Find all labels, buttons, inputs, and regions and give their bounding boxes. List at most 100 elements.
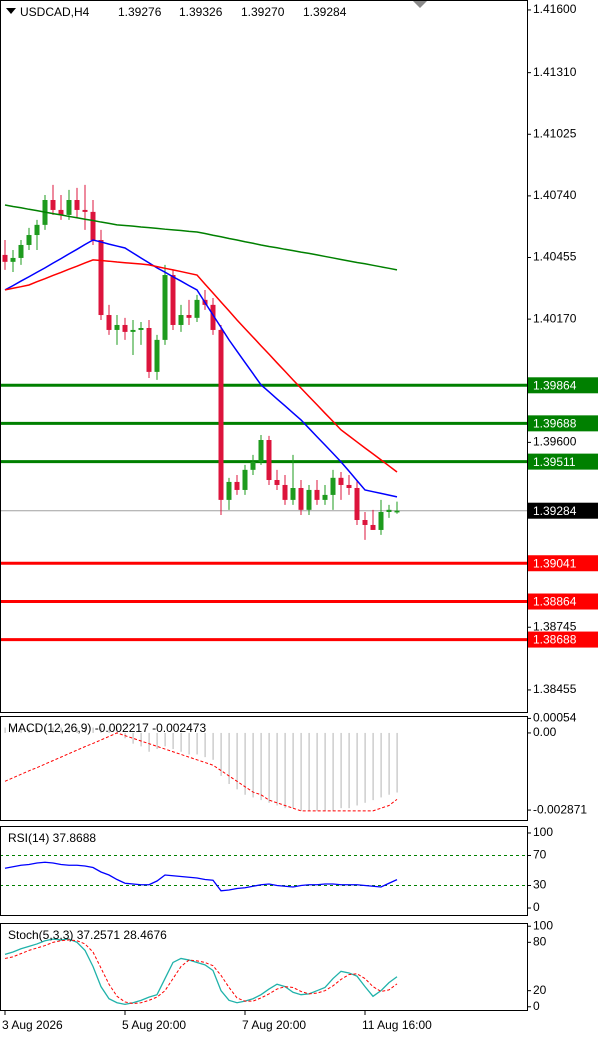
candle-body	[194, 299, 200, 318]
histogram-bar	[236, 732, 238, 790]
level-tag	[528, 593, 598, 610]
candle-body	[106, 315, 112, 330]
panel-title: USDCAD,H4	[20, 5, 90, 19]
y-tick-label: 80	[533, 935, 547, 949]
y-tick-label: 1.38745	[533, 619, 577, 633]
candle-body	[338, 477, 344, 485]
y-tick-label: 0	[533, 999, 540, 1013]
histogram-bar	[396, 732, 398, 793]
y-tick-label: 20	[533, 983, 547, 997]
candle-body	[122, 324, 128, 332]
histogram-bar	[52, 727, 54, 733]
indicator-line	[4, 861, 398, 892]
candle-body	[386, 509, 392, 512]
candle-body	[10, 257, 16, 262]
current-price-label: 1.39284	[533, 504, 577, 518]
moving-average	[4, 239, 398, 498]
panel-frame	[0, 826, 528, 916]
candle-body	[34, 224, 40, 236]
collapse-arrow[interactable]	[6, 8, 16, 14]
histogram-bar	[212, 732, 214, 760]
histogram-bar	[92, 727, 94, 733]
histogram-bar	[4, 727, 6, 733]
y-tick-label: 30	[533, 878, 547, 892]
histogram-bar	[20, 727, 22, 733]
level-tag	[528, 377, 598, 394]
current-price-tag	[528, 502, 598, 519]
histogram-bar	[68, 727, 70, 733]
ohlc-value: 1.39284	[303, 5, 347, 19]
candle-body	[58, 209, 64, 215]
histogram-bar	[28, 727, 30, 733]
histogram-bar	[196, 732, 198, 755]
x-tick-label: 3 Aug 2026	[2, 1018, 63, 1032]
x-tick-label: 7 Aug 20:00	[242, 1018, 306, 1032]
panel-frame	[0, 923, 528, 1011]
candle-body	[146, 328, 152, 372]
y-tick-label: 1.40170	[533, 311, 577, 325]
candle-body	[114, 324, 120, 330]
candle-body	[162, 275, 168, 340]
histogram-bar	[60, 727, 62, 733]
histogram-bar	[84, 727, 86, 733]
candle-body	[154, 339, 160, 372]
histogram-bar	[100, 727, 102, 733]
y-tick-label: 1.38455	[533, 682, 577, 696]
moving-average	[4, 259, 398, 473]
shift-marker	[412, 0, 428, 8]
candle-body	[18, 244, 24, 258]
histogram-bar	[180, 732, 182, 752]
histogram-bar	[364, 732, 366, 803]
candle-body	[170, 275, 176, 325]
histogram-bar	[276, 732, 278, 806]
candle-body	[74, 200, 80, 210]
candle-body	[354, 488, 360, 520]
indicator-line	[4, 939, 398, 1005]
histogram-bar	[116, 727, 118, 733]
histogram-bar	[300, 732, 302, 811]
candle-body	[66, 200, 72, 215]
candle-body	[282, 484, 288, 500]
y-tick-label: 0	[533, 900, 540, 914]
histogram-bar	[148, 732, 150, 752]
panel-frame	[0, 716, 528, 821]
candle-body	[218, 329, 224, 500]
candle-body	[138, 328, 144, 330]
histogram-bar	[140, 732, 142, 747]
candle-body	[26, 235, 32, 245]
histogram-bar	[204, 732, 206, 758]
histogram-bar	[356, 732, 358, 806]
candle-body	[210, 304, 216, 330]
y-tick-label: 1.41310	[533, 65, 577, 79]
histogram-bar	[372, 732, 374, 801]
level-label: 1.39864	[533, 378, 577, 392]
candle-body	[50, 200, 56, 210]
candle-body	[186, 315, 192, 318]
histogram-bar	[252, 732, 254, 798]
histogram-bar	[260, 732, 262, 801]
histogram-bar	[316, 732, 318, 811]
candle-body	[274, 480, 280, 485]
ohlc-value: 1.39270	[241, 5, 285, 19]
y-tick-label: 100	[533, 918, 553, 932]
histogram-bar	[172, 732, 174, 750]
x-tick-label: 11 Aug 16:00	[362, 1018, 432, 1032]
candle-body	[290, 488, 296, 500]
y-tick-label: 0.00	[533, 725, 557, 739]
panel-frame	[0, 0, 528, 713]
y-tick-label: 0.00054	[533, 711, 577, 725]
y-tick-label: 100	[533, 825, 553, 839]
y-tick-label: 1.41025	[533, 126, 577, 140]
level-label: 1.38688	[533, 633, 577, 647]
y-tick-label: 1.39600	[533, 435, 577, 449]
histogram-bar	[188, 732, 190, 755]
histogram-bar	[220, 732, 222, 776]
candle-body	[234, 481, 240, 490]
indicator-line	[4, 732, 398, 812]
histogram-bar	[156, 732, 158, 750]
candle-body	[90, 211, 96, 240]
candle-body	[370, 524, 376, 530]
